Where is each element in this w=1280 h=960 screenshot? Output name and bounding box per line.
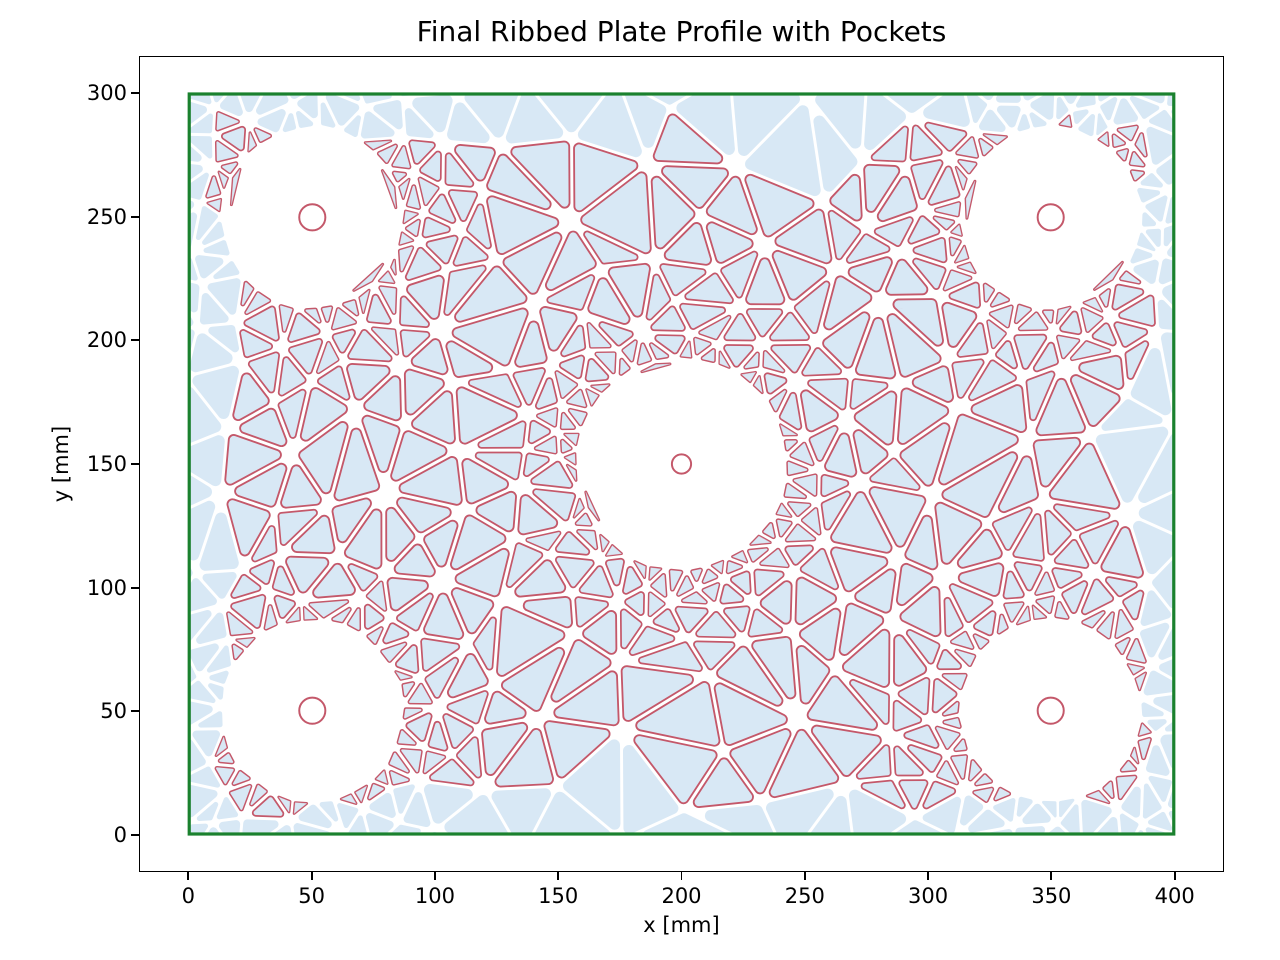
x-tick	[1050, 872, 1053, 880]
axes-area	[139, 56, 1224, 872]
y-tick-label: 150	[86, 452, 127, 476]
plate-outline	[187, 92, 1176, 836]
x-tick	[803, 872, 806, 880]
x-tick	[187, 872, 190, 880]
pocket-fill	[226, 115, 1143, 807]
y-tick	[131, 463, 139, 465]
y-tick-label: 50	[100, 699, 127, 724]
pocket-fill-clipped	[189, 94, 1174, 834]
x-tick-label: 300	[908, 884, 949, 908]
pocket-fill	[207, 115, 1151, 814]
pocket-fill	[222, 123, 1155, 816]
y-tick	[131, 586, 139, 589]
hole-circle	[1036, 203, 1065, 232]
x-tick-label: 150	[538, 884, 579, 908]
y-tick-label: 200	[86, 328, 127, 353]
x-tick-label: 200	[661, 884, 702, 908]
x-tick	[927, 872, 929, 880]
pocket-fill-clipped	[189, 94, 1174, 834]
plate-drawing	[187, 92, 1176, 836]
pocket-fill	[206, 112, 1151, 810]
x-tick-label: 400	[1154, 884, 1195, 908]
pocket-fill-clipped	[189, 94, 1174, 834]
y-tick-label: 300	[86, 81, 127, 106]
hole-circle	[1036, 696, 1065, 725]
x-tick-label: 50	[298, 884, 325, 908]
x-tick	[310, 872, 313, 880]
x-tick-label: 250	[784, 884, 825, 908]
x-tick	[680, 872, 683, 880]
plot-canvas	[187, 92, 1176, 836]
y-tick	[131, 92, 139, 94]
x-tick	[557, 872, 560, 880]
y-tick-label: 0	[113, 822, 127, 847]
y-tick-label: 100	[86, 575, 127, 600]
y-tick	[131, 710, 139, 713]
hole-circle	[670, 453, 693, 475]
x-tick	[1173, 872, 1176, 880]
x-tick-label: 350	[1031, 884, 1072, 908]
y-tick	[131, 834, 139, 836]
hole-circle	[298, 696, 327, 725]
x-tick	[434, 872, 436, 880]
y-tick-label: 250	[86, 204, 127, 229]
y-tick	[131, 339, 139, 342]
y-tick	[131, 215, 139, 218]
x-tick-label: 100	[414, 884, 455, 908]
hole-circle	[298, 203, 327, 232]
chart-title: Final Ribbed Plate Profile with Pockets	[416, 15, 947, 48]
pocket-fill-clipped	[397, 94, 1156, 818]
x-axis-label: x [mm]	[643, 913, 720, 937]
x-tick-label: 0	[181, 884, 195, 908]
